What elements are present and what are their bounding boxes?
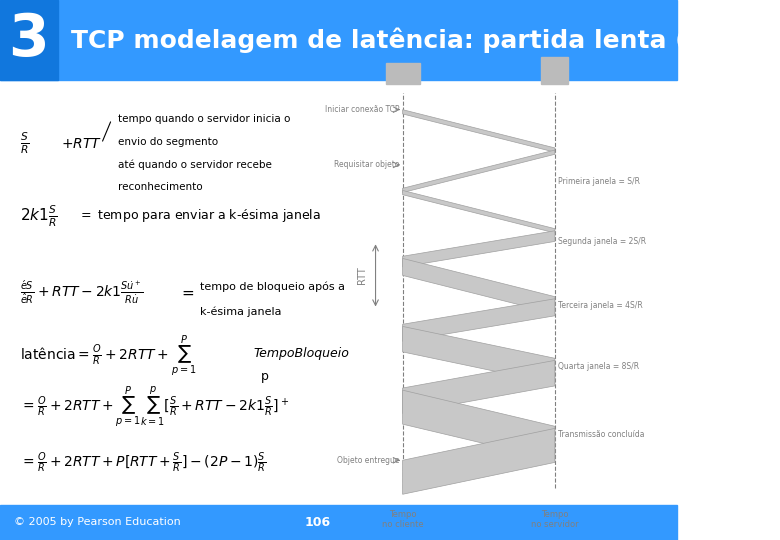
Polygon shape — [402, 191, 555, 233]
Text: Tempo
no cliente: Tempo no cliente — [381, 510, 424, 529]
Text: Tempo
no servidor: Tempo no servidor — [531, 510, 579, 529]
Text: $\frac{\acute{e}S}{\hat{e}R} + RTT - 2k1\frac{S\dot{u}^+}{R\dot{u}}$: $\frac{\acute{e}S}{\hat{e}R} + RTT - 2k1… — [20, 279, 144, 306]
Polygon shape — [402, 110, 555, 152]
Polygon shape — [402, 390, 555, 460]
Text: Iniciar conexão TCP: Iniciar conexão TCP — [324, 105, 399, 114]
Polygon shape — [402, 326, 555, 384]
Text: 3: 3 — [9, 11, 49, 69]
Text: $= \frac{O}{R} + 2RTT + P[RTT + \frac{S}{R}] - (2P - 1)\frac{S}{R}$: $= \frac{O}{R} + 2RTT + P[RTT + \frac{S}… — [20, 450, 267, 475]
Polygon shape — [402, 150, 555, 193]
Text: Objeto entregue: Objeto entregue — [337, 456, 399, 465]
Polygon shape — [402, 299, 555, 341]
Text: Segunda janela = 2S/R: Segunda janela = 2S/R — [558, 237, 647, 246]
Text: tempo de bloqueio após a: tempo de bloqueio após a — [200, 282, 345, 292]
Text: tempo quando o servidor inicia o: tempo quando o servidor inicia o — [119, 114, 291, 124]
Text: $+ RTT$: $+ RTT$ — [61, 137, 102, 151]
Text: Primeira janela = S/R: Primeira janela = S/R — [558, 178, 640, 186]
Text: Terceira janela = 4S/R: Terceira janela = 4S/R — [558, 301, 643, 309]
Bar — [541, 57, 569, 84]
Text: $\frac{S}{R}$: $\frac{S}{R}$ — [20, 131, 30, 157]
Polygon shape — [402, 360, 555, 414]
Text: Quarta janela = 8S/R: Quarta janela = 8S/R — [558, 362, 640, 372]
Text: k-ésima janela: k-ésima janela — [200, 306, 281, 316]
Bar — [0, 0, 58, 80]
Text: até quando o servidor recebe: até quando o servidor recebe — [119, 159, 272, 170]
Bar — [385, 63, 420, 84]
Text: latência$= \frac{O}{R} + 2RTT + \sum_{p=1}^{P}$: latência$= \frac{O}{R} + 2RTT + \sum_{p=… — [20, 334, 197, 379]
Polygon shape — [402, 259, 555, 314]
Text: reconhecimento: reconhecimento — [119, 182, 203, 192]
Text: p: p — [261, 370, 268, 383]
Text: RTT: RTT — [357, 267, 367, 284]
Text: $=$: $=$ — [179, 285, 196, 300]
Text: envio do segmento: envio do segmento — [119, 137, 218, 146]
Polygon shape — [402, 428, 555, 494]
Text: 106: 106 — [304, 516, 331, 529]
Text: TempoBloqueio: TempoBloqueio — [254, 347, 349, 360]
Text: Requisitar objeto: Requisitar objeto — [334, 160, 399, 170]
Text: Transmissão concluída: Transmissão concluída — [558, 430, 645, 439]
Text: $2k1\frac{S}{R}$: $2k1\frac{S}{R}$ — [20, 203, 58, 229]
Text: © 2005 by Pearson Education: © 2005 by Pearson Education — [13, 517, 180, 528]
Bar — [0, 505, 677, 540]
Polygon shape — [402, 231, 555, 267]
Bar — [0, 0, 677, 80]
Text: TCP modelagem de latência: partida lenta (3): TCP modelagem de latência: partida lenta… — [71, 27, 715, 53]
Text: $=$ tempo para enviar a k-ésima janela: $=$ tempo para enviar a k-ésima janela — [78, 207, 321, 225]
Text: $= \frac{O}{R} + 2RTT + \sum_{p=1}^{P}\sum_{k=1}^{p}[\frac{S}{R} + RTT - 2k1\fra: $= \frac{O}{R} + 2RTT + \sum_{p=1}^{P}\s… — [20, 385, 289, 429]
